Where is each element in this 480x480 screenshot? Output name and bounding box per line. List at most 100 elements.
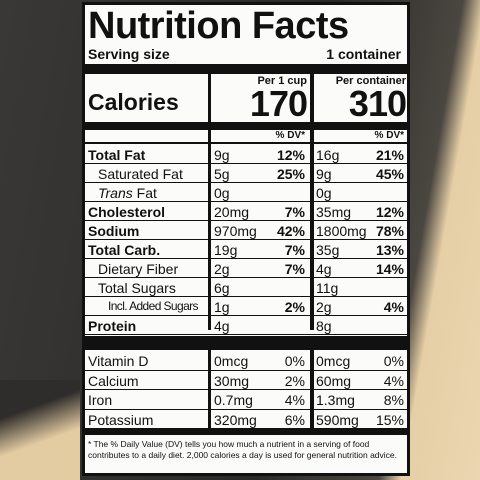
calories-header: Per 1 cup xyxy=(257,75,307,87)
nutrient-name: Dietary Fiber xyxy=(98,261,179,277)
daily-value: 45% xyxy=(375,166,404,182)
daily-value: 12% xyxy=(375,204,404,220)
amount: 0mcg xyxy=(214,353,249,369)
rule xyxy=(85,64,407,74)
amount: 9g xyxy=(316,166,332,182)
daily-value: 0% xyxy=(284,353,305,369)
amount: 16g xyxy=(316,147,340,163)
rule xyxy=(85,336,407,350)
daily-value: 21% xyxy=(375,147,404,163)
amount: 4g xyxy=(214,318,230,334)
daily-value: 7% xyxy=(284,242,305,258)
calories-value: 170 xyxy=(249,83,308,124)
row-rule xyxy=(85,408,407,410)
daily-value: 25% xyxy=(276,166,305,182)
nutrient-name: Calcium xyxy=(88,372,139,389)
row-rule xyxy=(85,334,407,335)
daily-value: 7% xyxy=(284,261,305,277)
nutrient-name: Trans Fat xyxy=(98,185,157,201)
column-rule xyxy=(208,350,211,430)
amount: 1.3mg xyxy=(316,392,355,408)
daily-value: 7% xyxy=(284,204,305,220)
calories-value: 310 xyxy=(348,83,407,124)
amount: 590mg xyxy=(316,411,359,428)
dv-header: % DV* xyxy=(275,130,305,141)
row-rule xyxy=(85,258,407,259)
rule xyxy=(85,142,407,144)
daily-value: 4% xyxy=(383,372,404,389)
background xyxy=(0,380,80,480)
amount: 970mg xyxy=(214,223,257,239)
title: Nutrition Facts xyxy=(88,5,349,47)
daily-value: 14% xyxy=(375,261,404,277)
nutrient-name: Total Fat xyxy=(88,147,146,163)
daily-value: 15% xyxy=(375,411,404,428)
amount: 35g xyxy=(316,242,340,258)
amount: 35mg xyxy=(316,204,352,220)
row-rule xyxy=(85,428,407,429)
daily-value: 13% xyxy=(375,242,404,258)
nutrient-name: Iron xyxy=(88,392,113,408)
amount: 0mcg xyxy=(316,353,351,369)
daily-value: 8% xyxy=(383,392,404,408)
daily-value: 6% xyxy=(284,411,305,428)
amount: 1g xyxy=(214,299,230,315)
daily-value: 12% xyxy=(276,147,305,163)
nutrient-name: Total Sugars xyxy=(98,280,176,296)
calories-header: Per container xyxy=(335,75,406,87)
calories-label: Calories xyxy=(88,89,179,115)
nutrition-label: Nutrition Facts Serving size 1 container… xyxy=(82,2,410,476)
rule xyxy=(85,429,407,435)
amount: 60mg xyxy=(316,372,352,389)
nutrient-name: Incl. Added Sugars xyxy=(108,299,199,313)
column-rule xyxy=(310,350,314,430)
amount: 6g xyxy=(214,280,230,296)
dv-header: % DV* xyxy=(374,130,404,141)
row-rule xyxy=(85,389,407,390)
column-rule xyxy=(310,74,314,330)
amount: 19g xyxy=(214,242,238,258)
daily-value: 2% xyxy=(284,299,305,315)
amount: 320mg xyxy=(214,411,257,428)
row-rule xyxy=(85,163,407,164)
amount: 0.7mg xyxy=(214,392,253,408)
amount: 1800mg xyxy=(316,223,367,239)
amount: 0g xyxy=(214,185,230,201)
serving-value: 1 container xyxy=(326,46,401,62)
amount: 9g xyxy=(214,147,230,163)
daily-value: 78% xyxy=(375,223,404,239)
amount: 4g xyxy=(316,261,332,277)
nutrient-name: Total Carb. xyxy=(88,242,161,258)
row-rule xyxy=(85,220,407,221)
row-rule xyxy=(85,315,407,316)
daily-value: 2% xyxy=(284,372,305,389)
row-rule xyxy=(85,201,407,202)
serving-label: Serving size xyxy=(88,46,170,62)
column-rule xyxy=(208,74,211,330)
nutrient-name: Cholesterol xyxy=(88,204,166,220)
row-rule xyxy=(85,182,407,183)
amount: 2g xyxy=(214,261,230,277)
rule xyxy=(85,122,407,130)
row-rule xyxy=(85,277,407,278)
daily-value: 0% xyxy=(383,353,404,369)
amount: 5g xyxy=(214,166,230,182)
nutrient-name: Potassium xyxy=(88,411,154,428)
amount: 30mg xyxy=(214,372,250,389)
daily-value: 42% xyxy=(276,223,305,239)
nutrient-name: Vitamin D xyxy=(88,353,149,369)
amount: 2g xyxy=(316,299,332,315)
daily-value: 4% xyxy=(383,299,404,315)
amount: 8g xyxy=(316,318,332,334)
amount: 20mg xyxy=(214,204,250,220)
amount: 11g xyxy=(316,280,339,296)
amount: 0g xyxy=(316,185,332,201)
row-rule xyxy=(85,369,407,371)
row-rule xyxy=(85,239,407,240)
footnote: * The % Daily Value (DV) tells you how m… xyxy=(88,439,398,460)
row-rule xyxy=(85,296,407,297)
nutrient-name: Saturated Fat xyxy=(98,166,183,182)
nutrient-name: Protein xyxy=(88,318,137,334)
daily-value: 4% xyxy=(284,392,305,408)
